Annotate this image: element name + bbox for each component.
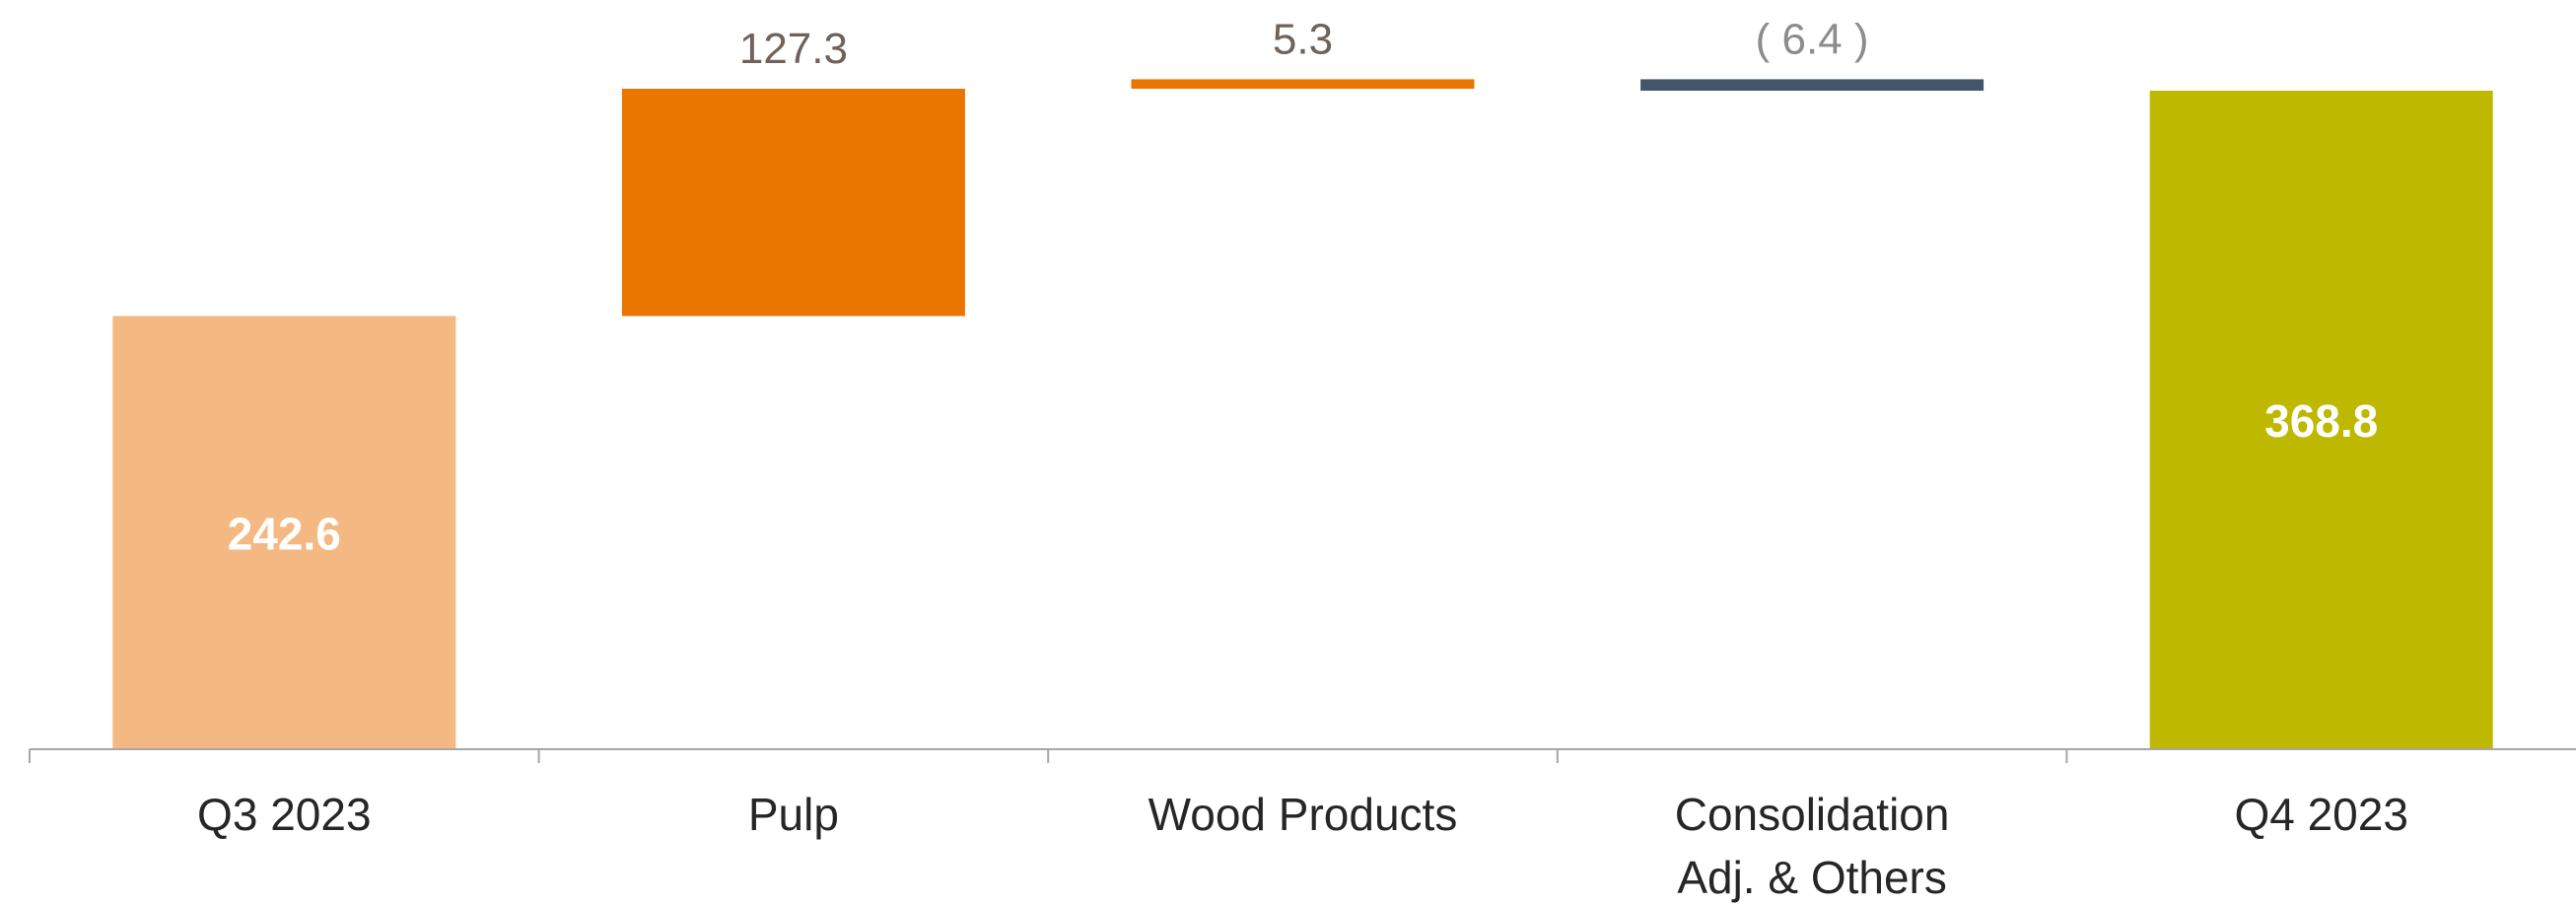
data-label-4: 368.8 (2264, 395, 2378, 447)
labels-layer: 242.6 127.3 5.3 ( 6.4 ) 368.8 Q3 2023 Pulp Wood… (197, 15, 2408, 903)
bar-0 (112, 315, 456, 749)
data-label-3: ( 6.4 ) (1756, 15, 1869, 63)
bar-1 (621, 89, 965, 316)
x-axis (29, 748, 2576, 763)
x-tick-label-line: Adj. & Others (1677, 852, 1947, 903)
x-tick-label-line: Wood Products (1149, 789, 1458, 840)
x-tick-label-line: Pulp (748, 789, 839, 840)
data-label-2: 5.3 (1273, 15, 1333, 63)
data-label-0: 242.6 (228, 508, 341, 559)
x-tick-label-2: Wood Products (1149, 789, 1458, 840)
x-tick-label-3: Consolidation Adj. & Others (1675, 789, 1950, 903)
bars-layer (112, 79, 2493, 749)
bar-2 (1131, 79, 1475, 90)
x-tick-label-4: Q4 2023 (2234, 789, 2407, 840)
data-label-1: 127.3 (739, 25, 848, 73)
x-tick-label-0: Q3 2023 (197, 789, 371, 840)
bar-4 (2149, 91, 2493, 749)
x-tick-label-line: Consolidation (1675, 789, 1950, 840)
x-tick-label-1: Pulp (748, 789, 839, 840)
x-tick-label-line: Q4 2023 (2234, 789, 2407, 840)
x-tick-label-line: Q3 2023 (197, 789, 371, 840)
bar-3 (1640, 79, 1984, 91)
